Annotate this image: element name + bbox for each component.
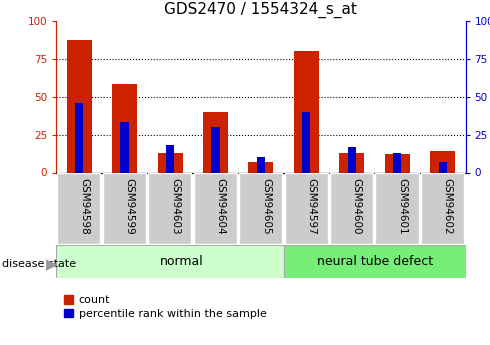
- Bar: [75, 103, 83, 172]
- Bar: [166, 145, 174, 172]
- Text: GSM94602: GSM94602: [443, 178, 453, 235]
- FancyBboxPatch shape: [421, 173, 464, 244]
- FancyBboxPatch shape: [330, 173, 373, 244]
- Bar: [385, 154, 410, 172]
- Bar: [430, 151, 455, 172]
- Bar: [203, 112, 228, 172]
- Text: normal: normal: [159, 255, 203, 268]
- Bar: [348, 147, 356, 172]
- Text: GSM94601: GSM94601: [397, 178, 407, 235]
- Text: GSM94604: GSM94604: [216, 178, 225, 235]
- FancyBboxPatch shape: [56, 245, 284, 278]
- Text: GSM94599: GSM94599: [124, 178, 135, 235]
- FancyBboxPatch shape: [285, 173, 328, 244]
- Legend: count, percentile rank within the sample: count, percentile rank within the sample: [64, 295, 267, 319]
- Bar: [257, 157, 265, 172]
- FancyBboxPatch shape: [284, 245, 466, 278]
- Text: neural tube defect: neural tube defect: [317, 255, 433, 268]
- Title: GDS2470 / 1554324_s_at: GDS2470 / 1554324_s_at: [165, 2, 357, 18]
- Bar: [211, 127, 220, 172]
- FancyBboxPatch shape: [239, 173, 282, 244]
- Bar: [67, 40, 92, 172]
- Bar: [248, 162, 273, 172]
- Text: GSM94600: GSM94600: [352, 178, 362, 235]
- FancyBboxPatch shape: [148, 173, 192, 244]
- Text: ▶: ▶: [46, 257, 57, 272]
- Text: GSM94603: GSM94603: [170, 178, 180, 235]
- Bar: [294, 51, 319, 172]
- Text: disease state: disease state: [2, 259, 76, 269]
- FancyBboxPatch shape: [57, 173, 100, 244]
- Bar: [393, 153, 401, 172]
- FancyBboxPatch shape: [375, 173, 418, 244]
- FancyBboxPatch shape: [103, 173, 146, 244]
- Text: GSM94597: GSM94597: [306, 178, 317, 235]
- Text: GSM94605: GSM94605: [261, 178, 271, 235]
- FancyBboxPatch shape: [194, 173, 237, 244]
- Bar: [340, 153, 365, 172]
- Bar: [121, 122, 129, 172]
- Bar: [112, 85, 137, 172]
- Text: GSM94598: GSM94598: [79, 178, 89, 235]
- Bar: [157, 153, 182, 172]
- Bar: [439, 162, 447, 172]
- Bar: [302, 112, 311, 172]
